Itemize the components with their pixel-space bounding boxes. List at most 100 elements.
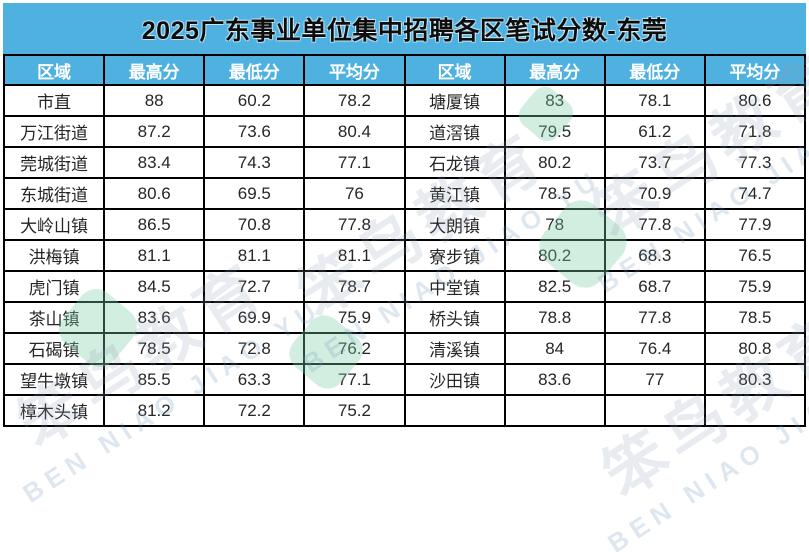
- table-row: 樟木头镇 81.2 72.2 75.2: [2, 394, 807, 427]
- score-cell: 72.7: [203, 270, 306, 303]
- header-district-right: 区域: [403, 54, 506, 86]
- score-cell: 71.8: [703, 115, 807, 148]
- score-cell: 70.9: [603, 177, 706, 210]
- score-cell: 80.6: [703, 84, 807, 117]
- table-row: 大岭山镇 86.5 70.8 77.8 大朗镇 78 77.8 77.9: [2, 208, 807, 241]
- score-cell: 61.2: [603, 115, 706, 148]
- district-cell: 望牛墩镇: [2, 363, 106, 396]
- header-row: 区域 最高分 最低分 平均分 区域 最高分 最低分 平均分: [2, 54, 807, 86]
- table-body: 市直 88 60.2 78.2 塘厦镇 83 78.1 80.6 万江街道 87.2 73.6 80.…: [2, 84, 807, 427]
- score-cell: 81.2: [103, 394, 206, 427]
- score-cell: 83.6: [503, 363, 606, 396]
- header-max-left: 最高分: [103, 54, 206, 86]
- district-cell: 市直: [2, 84, 106, 117]
- score-cell: 75.2: [303, 394, 406, 427]
- score-cell: 85.5: [103, 363, 206, 396]
- district-cell: 万江街道: [2, 115, 106, 148]
- score-cell: 69.9: [203, 301, 306, 334]
- table-row: 东城街道 80.6 69.5 76 黄江镇 78.5 70.9 74.7: [2, 177, 807, 210]
- scores-poster: 2025广东事业单位集中招聘各区笔试分数-东莞 区域 最高分 最低分 平均分 区…: [2, 3, 809, 559]
- score-cell: 80.2: [503, 239, 606, 272]
- score-cell: 83.6: [103, 301, 206, 334]
- district-cell: 东城街道: [2, 177, 106, 210]
- score-cell: 80.8: [703, 332, 807, 365]
- score-cell: 80.6: [103, 177, 206, 210]
- header-min-right: 最低分: [603, 54, 706, 86]
- district-cell: [403, 394, 506, 427]
- score-cell: 68.7: [603, 270, 706, 303]
- district-cell: 桥头镇: [403, 301, 506, 334]
- district-cell: 大朗镇: [403, 208, 506, 241]
- score-cell: [603, 394, 706, 427]
- score-cell: 80.3: [703, 363, 807, 396]
- score-cell: 77.8: [603, 208, 706, 241]
- district-cell: 沙田镇: [403, 363, 506, 396]
- district-cell: 寮步镇: [403, 239, 506, 272]
- score-cell: 73.6: [203, 115, 306, 148]
- score-cell: 83: [503, 84, 606, 117]
- district-cell: 塘厦镇: [403, 84, 506, 117]
- score-cell: 81.1: [203, 239, 306, 272]
- score-cell: 84.5: [103, 270, 206, 303]
- score-cell: 80.4: [303, 115, 406, 148]
- district-cell: 大岭山镇: [2, 208, 106, 241]
- score-cell: 77.8: [603, 301, 706, 334]
- score-cell: 87.2: [103, 115, 206, 148]
- score-cell: 75.9: [303, 301, 406, 334]
- score-cell: 74.3: [203, 146, 306, 179]
- score-cell: 83.4: [103, 146, 206, 179]
- score-cell: 76: [303, 177, 406, 210]
- district-cell: 莞城街道: [2, 146, 106, 179]
- district-cell: 虎门镇: [2, 270, 106, 303]
- scores-table: 区域 最高分 最低分 平均分 区域 最高分 最低分 平均分 市直 88 60.2 78…: [2, 54, 807, 427]
- score-cell: 68.3: [603, 239, 706, 272]
- page-title: 2025广东事业单位集中招聘各区笔试分数-东莞: [141, 16, 668, 45]
- score-cell: 73.7: [603, 146, 706, 179]
- score-cell: 74.7: [703, 177, 807, 210]
- score-cell: 69.5: [203, 177, 306, 210]
- district-cell: 石龙镇: [403, 146, 506, 179]
- score-cell: 78.2: [303, 84, 406, 117]
- header-max-right: 最高分: [503, 54, 606, 86]
- district-cell: 茶山镇: [2, 301, 106, 334]
- district-cell: 石碣镇: [2, 332, 106, 365]
- score-cell: 75.9: [703, 270, 807, 303]
- score-cell: 76.4: [603, 332, 706, 365]
- score-cell: 80.2: [503, 146, 606, 179]
- score-cell: 70.8: [203, 208, 306, 241]
- district-cell: 道滘镇: [403, 115, 506, 148]
- score-cell: 78.7: [303, 270, 406, 303]
- table-row: 市直 88 60.2 78.2 塘厦镇 83 78.1 80.6: [2, 84, 807, 117]
- table-row: 虎门镇 84.5 72.7 78.7 中堂镇 82.5 68.7 75.9: [2, 270, 807, 303]
- score-cell: 78.1: [603, 84, 706, 117]
- score-cell: 78.5: [503, 177, 606, 210]
- header-avg-right: 平均分: [703, 54, 807, 86]
- score-cell: 78.5: [703, 301, 807, 334]
- table-row: 莞城街道 83.4 74.3 77.1 石龙镇 80.2 73.7 77.3: [2, 146, 807, 179]
- score-cell: [503, 394, 606, 427]
- table-header: 区域 最高分 最低分 平均分 区域 最高分 最低分 平均分: [2, 54, 807, 86]
- score-cell: 77: [603, 363, 706, 396]
- score-cell: 88: [103, 84, 206, 117]
- table-row: 石碣镇 78.5 72.8 76.2 清溪镇 84 76.4 80.8: [2, 332, 807, 365]
- score-cell: 84: [503, 332, 606, 365]
- score-cell: 76.2: [303, 332, 406, 365]
- score-cell: 86.5: [103, 208, 206, 241]
- score-cell: 63.3: [203, 363, 306, 396]
- district-cell: 洪梅镇: [2, 239, 106, 272]
- score-cell: 77.1: [303, 363, 406, 396]
- score-cell: 77.8: [303, 208, 406, 241]
- header-min-left: 最低分: [203, 54, 306, 86]
- score-cell: 79.5: [503, 115, 606, 148]
- table-row: 万江街道 87.2 73.6 80.4 道滘镇 79.5 61.2 71.8: [2, 115, 807, 148]
- score-cell: 78: [503, 208, 606, 241]
- table-row: 洪梅镇 81.1 81.1 81.1 寮步镇 80.2 68.3 76.5: [2, 239, 807, 272]
- score-cell: 78.5: [103, 332, 206, 365]
- score-cell: [703, 394, 807, 427]
- score-cell: 77.3: [703, 146, 807, 179]
- score-cell: 72.2: [203, 394, 306, 427]
- score-cell: 76.5: [703, 239, 807, 272]
- score-cell: 60.2: [203, 84, 306, 117]
- district-cell: 中堂镇: [403, 270, 506, 303]
- district-cell: 黄江镇: [403, 177, 506, 210]
